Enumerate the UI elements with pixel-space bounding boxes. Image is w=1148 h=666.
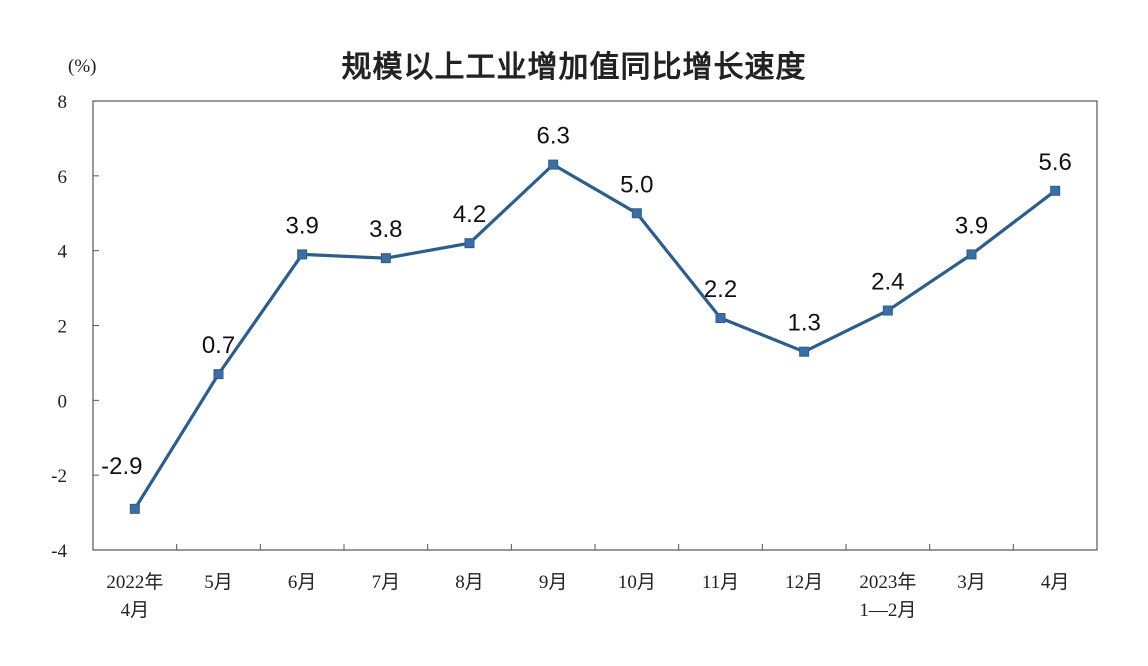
y-tick-label: -2: [51, 466, 67, 487]
y-tick-label: 4: [58, 242, 68, 263]
data-point-marker: [966, 249, 977, 260]
x-tick-label: 6月: [288, 572, 317, 593]
data-label: 0.7: [202, 332, 235, 359]
y-tick-label: 6: [58, 167, 68, 188]
x-tick-label: 5月: [204, 572, 233, 593]
data-point-marker: [1050, 185, 1061, 196]
data-point-marker: [464, 238, 475, 249]
data-point-marker: [715, 313, 726, 324]
x-tick-label: 9月: [539, 572, 568, 593]
plot-frame: [92, 100, 1098, 551]
data-label: 6.3: [536, 123, 569, 150]
data-label: 2.2: [704, 276, 737, 303]
data-label: 3.9: [285, 212, 318, 239]
data-label: 1.3: [787, 310, 820, 337]
x-tick-label: 8月: [455, 572, 484, 593]
data-point-marker: [799, 346, 810, 357]
data-point-marker: [297, 249, 308, 260]
x-tick-label: 7月: [372, 572, 401, 593]
y-tick-label: 2: [58, 317, 68, 338]
y-tick-label: 8: [58, 92, 68, 113]
y-tick-label: -4: [51, 541, 67, 562]
data-point-marker: [548, 159, 559, 170]
data-point-marker: [129, 503, 140, 514]
data-point-marker: [882, 305, 893, 316]
data-label: 5.6: [1038, 149, 1071, 176]
x-tick-label: 11月: [702, 572, 739, 593]
x-tick-label: 12月: [785, 572, 823, 593]
data-point-marker: [380, 253, 391, 264]
data-label: 3.9: [955, 212, 988, 239]
x-tick-label: 4月: [1041, 572, 1070, 593]
data-point-marker: [213, 369, 224, 380]
data-label: -2.9: [101, 453, 142, 480]
x-tick-label: 3月: [957, 572, 986, 593]
y-axis-unit-label: (%): [68, 56, 97, 77]
data-label: 3.8: [369, 216, 402, 243]
y-tick-label: 0: [58, 391, 68, 412]
data-label: 2.4: [871, 269, 904, 296]
chart-title: 规模以上工业增加值同比增长速度: [341, 50, 807, 85]
x-tick-label: 2023年 1—2月: [859, 571, 916, 621]
data-label: 5.0: [620, 171, 653, 198]
x-tick-label: 10月: [618, 572, 656, 593]
series-line: [133, 163, 1057, 510]
x-tick-label: 2022年 4月: [106, 571, 163, 621]
data-label: 4.2: [453, 201, 486, 228]
data-point-marker: [631, 208, 642, 219]
